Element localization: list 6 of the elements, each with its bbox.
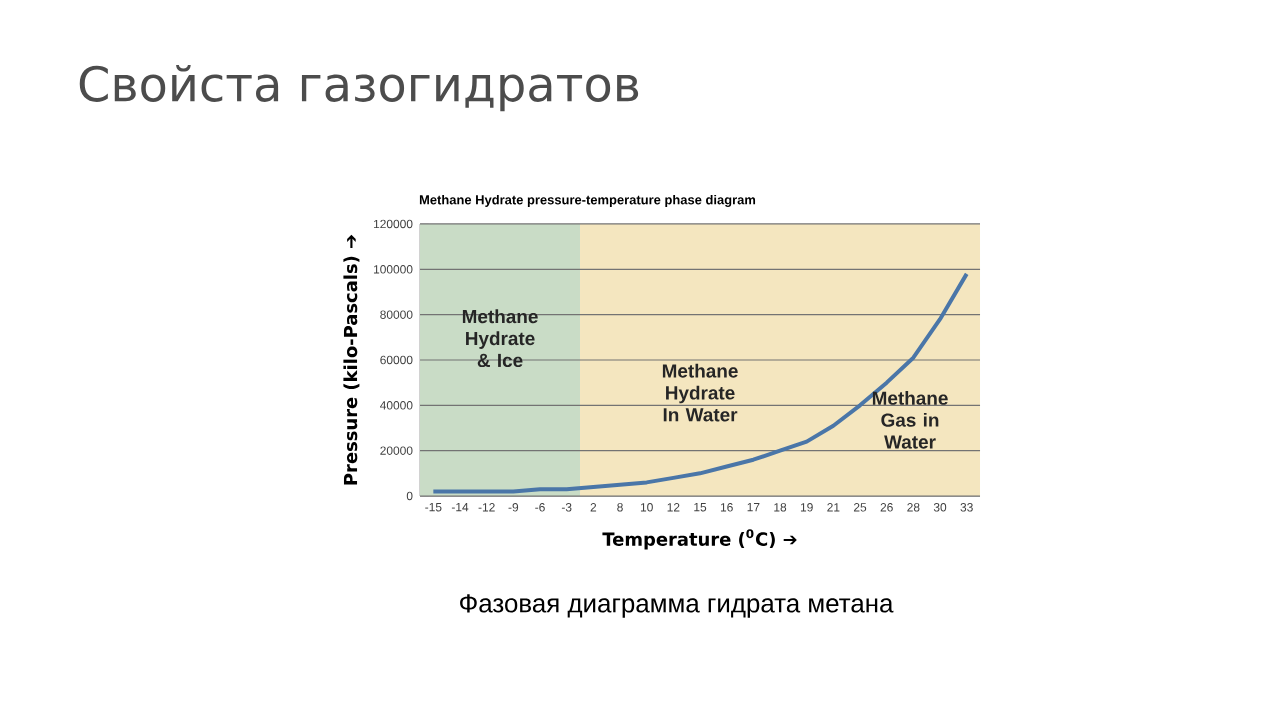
chart-title: Свойста газогидратов xyxy=(79,64,639,112)
text: Фазовая диаграмма гидрата метана xyxy=(460,594,894,618)
annotation: Methane Hydrate In Water xyxy=(662,363,738,422)
y-axis-title: Pressure (kilo-Pascals) ➔ xyxy=(343,234,360,485)
x-axis-title: Temperature ($^{0}$C) ➔ xyxy=(602,529,797,550)
annotation: Methane Gas in Water xyxy=(872,390,948,449)
